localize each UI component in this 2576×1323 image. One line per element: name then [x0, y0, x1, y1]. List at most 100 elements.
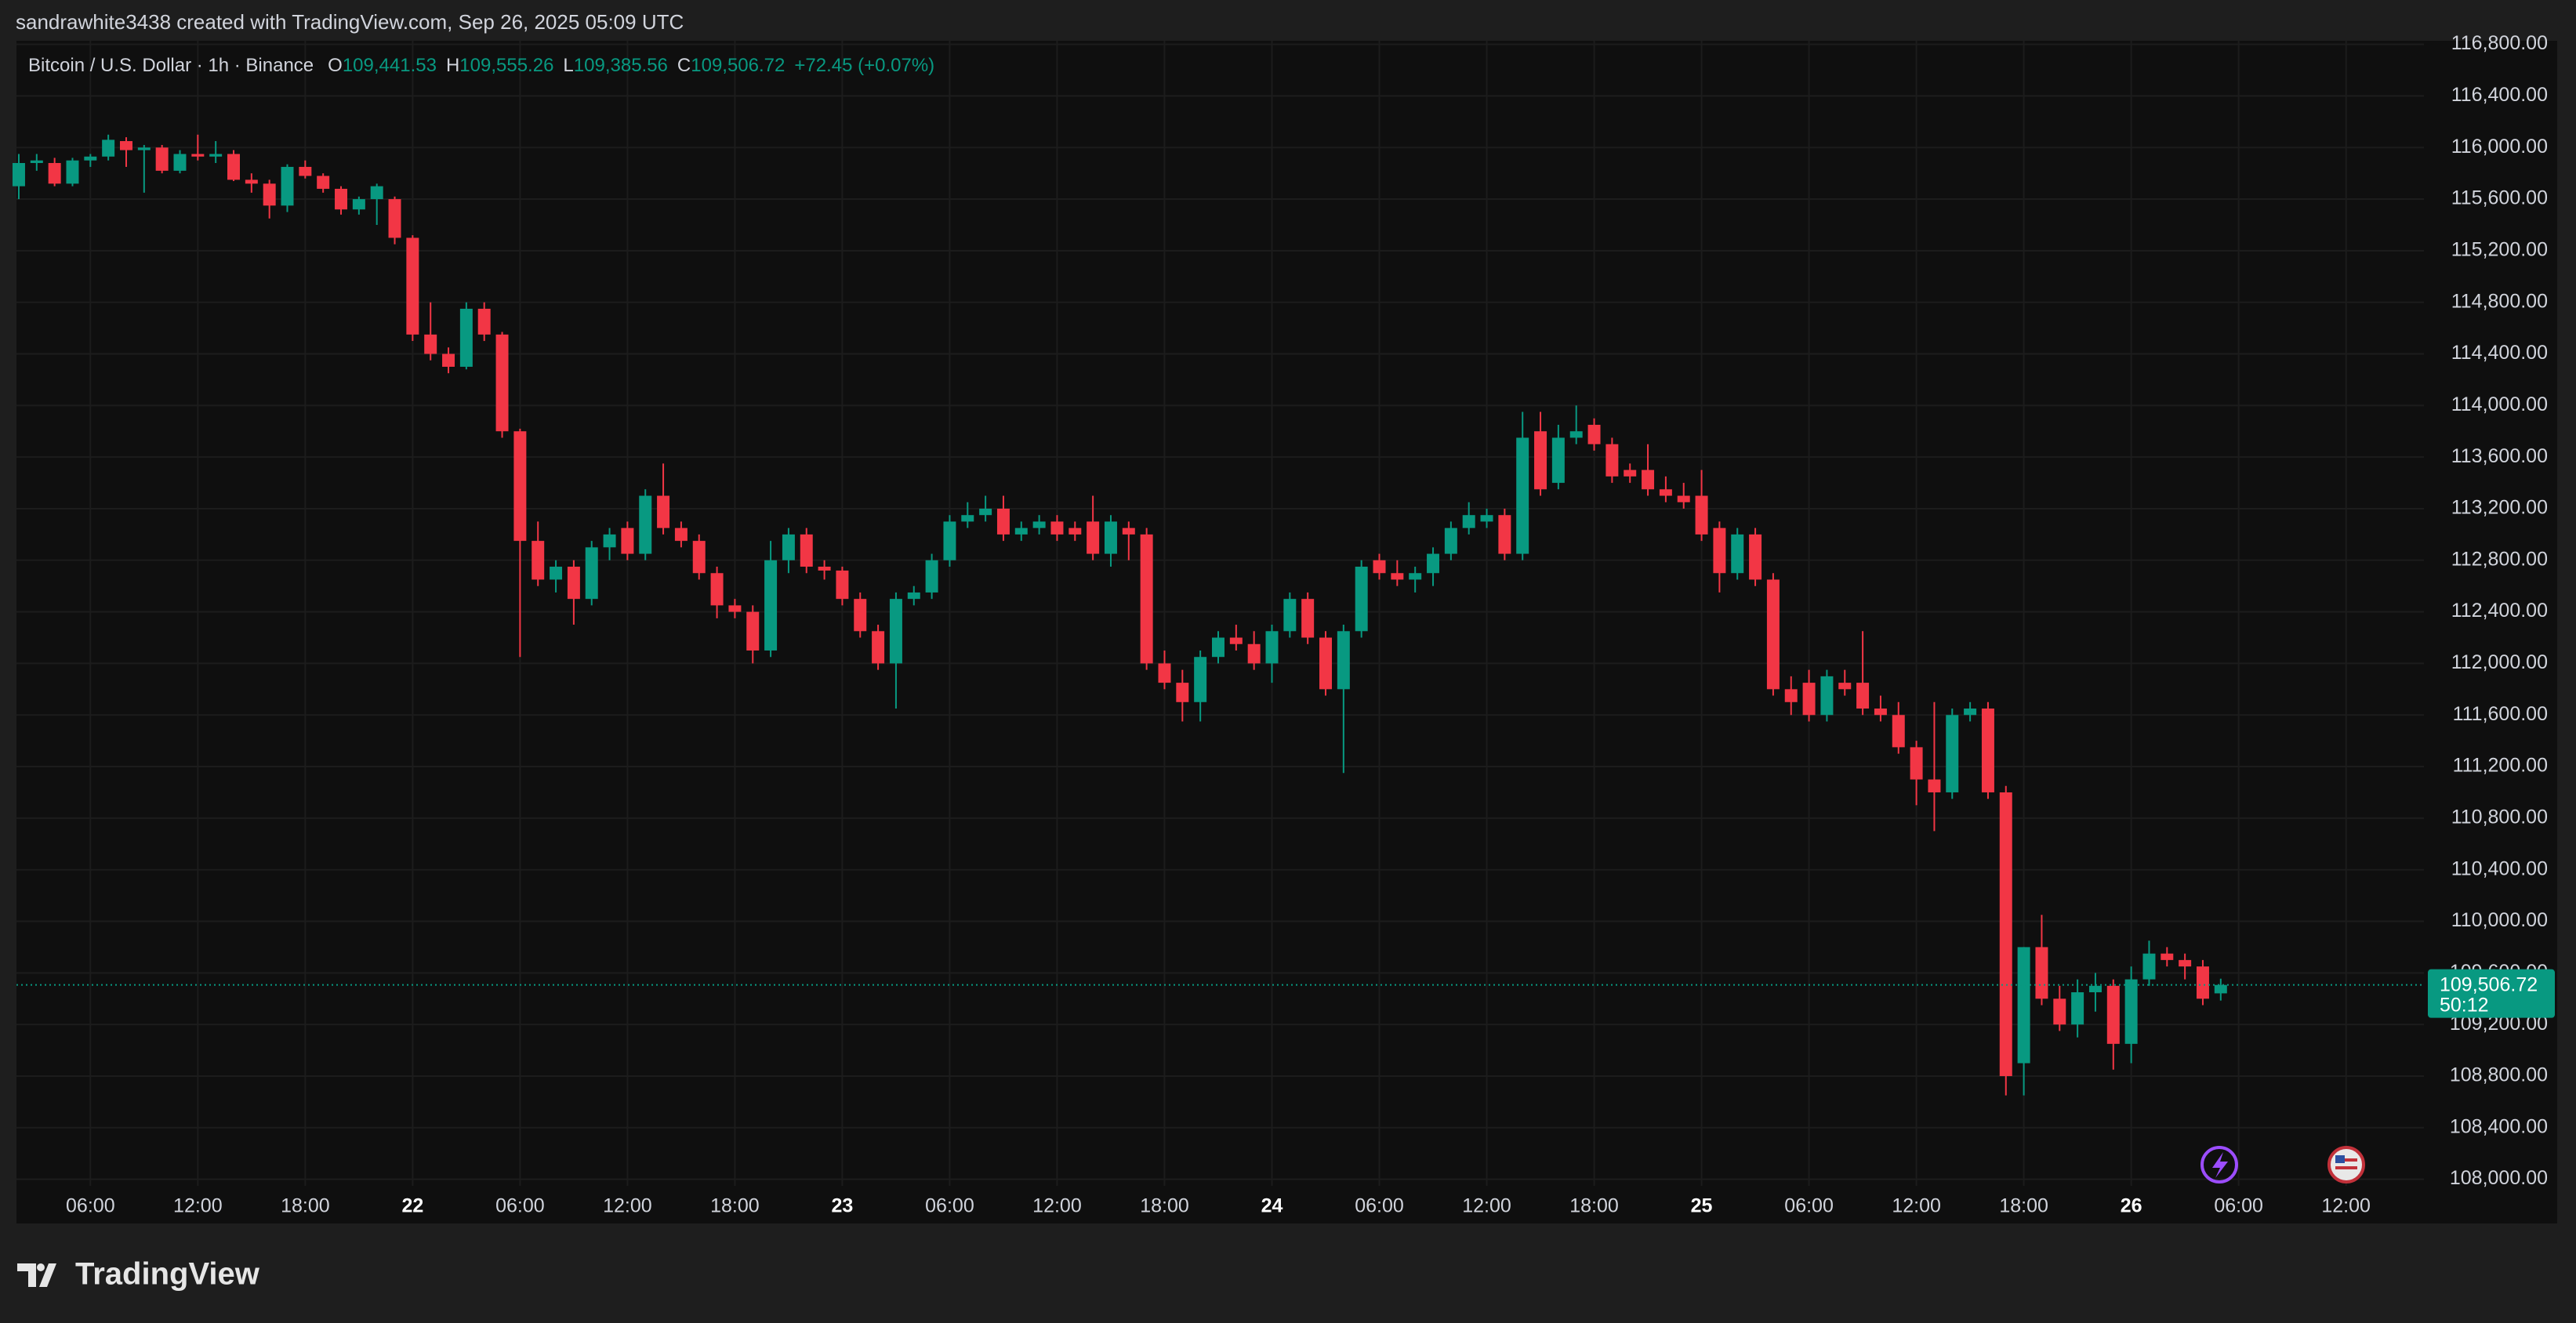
candle-body — [2179, 959, 2192, 967]
price-axis — [2424, 41, 2557, 1223]
candle-body — [1229, 637, 1243, 644]
x-tick-label: 23 — [832, 1195, 854, 1217]
brand: TradingView — [17, 1257, 260, 1292]
y-tick-label: 111,200.00 — [2453, 755, 2548, 777]
x-tick-label: 12:00 — [173, 1195, 223, 1217]
ohlc-key: O — [328, 55, 343, 76]
y-tick-label: 116,000.00 — [2451, 136, 2548, 158]
candle-body — [746, 611, 760, 651]
candle-body — [621, 527, 634, 554]
candle-body — [2017, 947, 2030, 1064]
candle-body — [764, 560, 778, 651]
candle-body — [245, 179, 258, 184]
y-tick-label: 114,000.00 — [2451, 393, 2548, 415]
candle-body — [155, 147, 169, 171]
candle-body — [209, 154, 223, 157]
brand-name: TradingView — [75, 1257, 260, 1292]
candle-body — [102, 140, 115, 157]
candle-body — [1409, 573, 1422, 580]
y-tick-label: 115,200.00 — [2451, 238, 2548, 260]
candle-body — [1087, 521, 1100, 554]
candle-body — [513, 431, 527, 542]
candle-body — [1068, 527, 1082, 535]
candle-body — [925, 560, 938, 593]
last-price-box — [2428, 969, 2555, 1018]
candle-body — [1766, 579, 1780, 690]
candle-body — [84, 156, 97, 161]
candle-body — [674, 527, 688, 542]
candle-body — [961, 515, 974, 522]
x-tick-label: 18:00 — [281, 1195, 330, 1217]
x-tick-label: 26 — [2121, 1195, 2142, 1217]
x-tick-label: 12:00 — [2321, 1195, 2371, 1217]
candle-body — [2053, 999, 2066, 1025]
candle-body — [1104, 521, 1117, 554]
candle-body — [1283, 599, 1297, 632]
x-tick-label: 06:00 — [66, 1195, 115, 1217]
candle-body — [1659, 489, 1672, 496]
candle-body — [352, 199, 365, 210]
candle-body — [907, 592, 920, 600]
y-tick-label: 113,600.00 — [2451, 445, 2548, 467]
candle-body — [281, 166, 294, 206]
candle-body — [1427, 553, 1440, 574]
y-tick-label: 114,800.00 — [2451, 290, 2548, 312]
candle-body — [1964, 709, 1977, 716]
y-tick-label: 115,600.00 — [2451, 187, 2548, 209]
y-tick-label: 110,400.00 — [2451, 857, 2548, 879]
candle-body — [1642, 469, 1655, 490]
candle-body — [603, 534, 616, 548]
candle-body — [1337, 631, 1350, 690]
candle-body — [30, 160, 43, 163]
candle-body — [532, 541, 545, 580]
symbol-title: Bitcoin / U.S. Dollar · 1h · Binance — [28, 55, 314, 76]
candle-body — [1910, 747, 1923, 780]
flag-stripe — [2335, 1158, 2357, 1162]
y-tick-label: 108,400.00 — [2450, 1115, 2548, 1137]
candle-body — [495, 334, 509, 432]
candle-body — [1677, 495, 1690, 502]
candle-body — [692, 541, 706, 574]
candle-body — [1122, 527, 1135, 535]
candle-body — [66, 160, 79, 184]
candle-body — [1032, 521, 1046, 528]
candle-body — [1391, 573, 1404, 580]
y-axis: 108,000.00108,400.00108,800.00109,200.00… — [2450, 32, 2548, 1189]
candle-body — [710, 573, 724, 606]
candle-body — [550, 567, 563, 580]
candle-body — [1176, 683, 1189, 702]
candle-body — [889, 599, 902, 664]
axes: 06:00 12:00 18:00 22 06:00 12:00 18:00 23 06:00 1… — [66, 1195, 2371, 1217]
lightning-icon[interactable] — [2200, 1146, 2238, 1183]
credit: sandrawhite3438 created with TradingView… — [16, 10, 684, 34]
candle-body — [1946, 715, 1959, 792]
candle-body — [1050, 521, 1064, 535]
x-tick-label: 12:00 — [1462, 1195, 1511, 1217]
y-tick-label: 116,800.00 — [2451, 32, 2548, 54]
candle-body — [1534, 431, 1547, 490]
candle-body — [818, 567, 831, 571]
ohlc-value: 109,385.56 — [574, 55, 668, 76]
grid — [16, 41, 2424, 1186]
y-tick-label: 108,000.00 — [2450, 1167, 2548, 1189]
candle-body — [943, 521, 956, 560]
flag-icon[interactable] — [2327, 1146, 2365, 1183]
candle-body — [1355, 567, 1368, 632]
candle-body — [1211, 637, 1225, 658]
candle-body — [191, 154, 205, 157]
x-tick-label: 12:00 — [1892, 1195, 1941, 1217]
candle-body — [2071, 992, 2084, 1025]
y-tick-label: 110,000.00 — [2451, 909, 2548, 931]
candle-body — [639, 495, 652, 554]
candle-body — [2088, 985, 2102, 993]
candle-body — [2035, 947, 2048, 999]
x-tick-label: 18:00 — [1999, 1195, 2048, 1217]
countdown: 50:12 — [2440, 994, 2489, 1016]
candle-body — [1265, 631, 1279, 664]
candle-body — [1194, 657, 1207, 702]
icons — [2200, 1146, 2365, 1183]
candle-body — [406, 237, 419, 335]
candle-body — [459, 308, 473, 367]
x-tick-label: 06:00 — [1784, 1195, 1834, 1217]
